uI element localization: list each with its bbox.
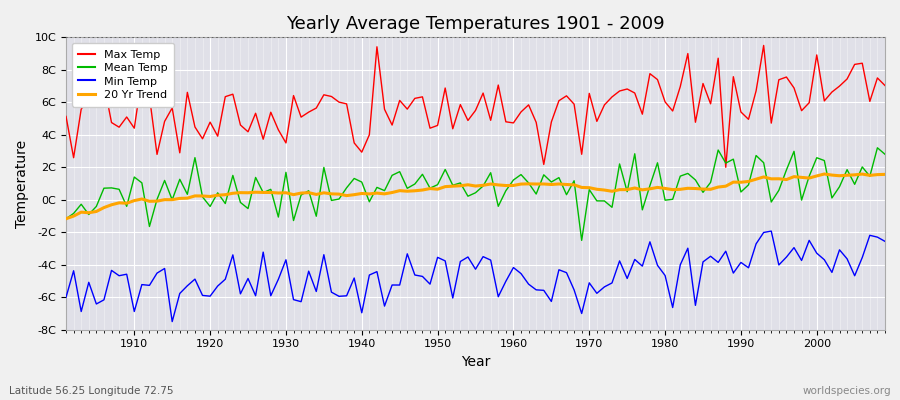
Legend: Max Temp, Mean Temp, Min Temp, 20 Yr Trend: Max Temp, Mean Temp, Min Temp, 20 Yr Tre… [72, 43, 174, 107]
X-axis label: Year: Year [461, 355, 491, 369]
Title: Yearly Average Temperatures 1901 - 2009: Yearly Average Temperatures 1901 - 2009 [286, 15, 665, 33]
Text: worldspecies.org: worldspecies.org [803, 386, 891, 396]
Y-axis label: Temperature: Temperature [15, 140, 29, 228]
Text: Latitude 56.25 Longitude 72.75: Latitude 56.25 Longitude 72.75 [9, 386, 174, 396]
